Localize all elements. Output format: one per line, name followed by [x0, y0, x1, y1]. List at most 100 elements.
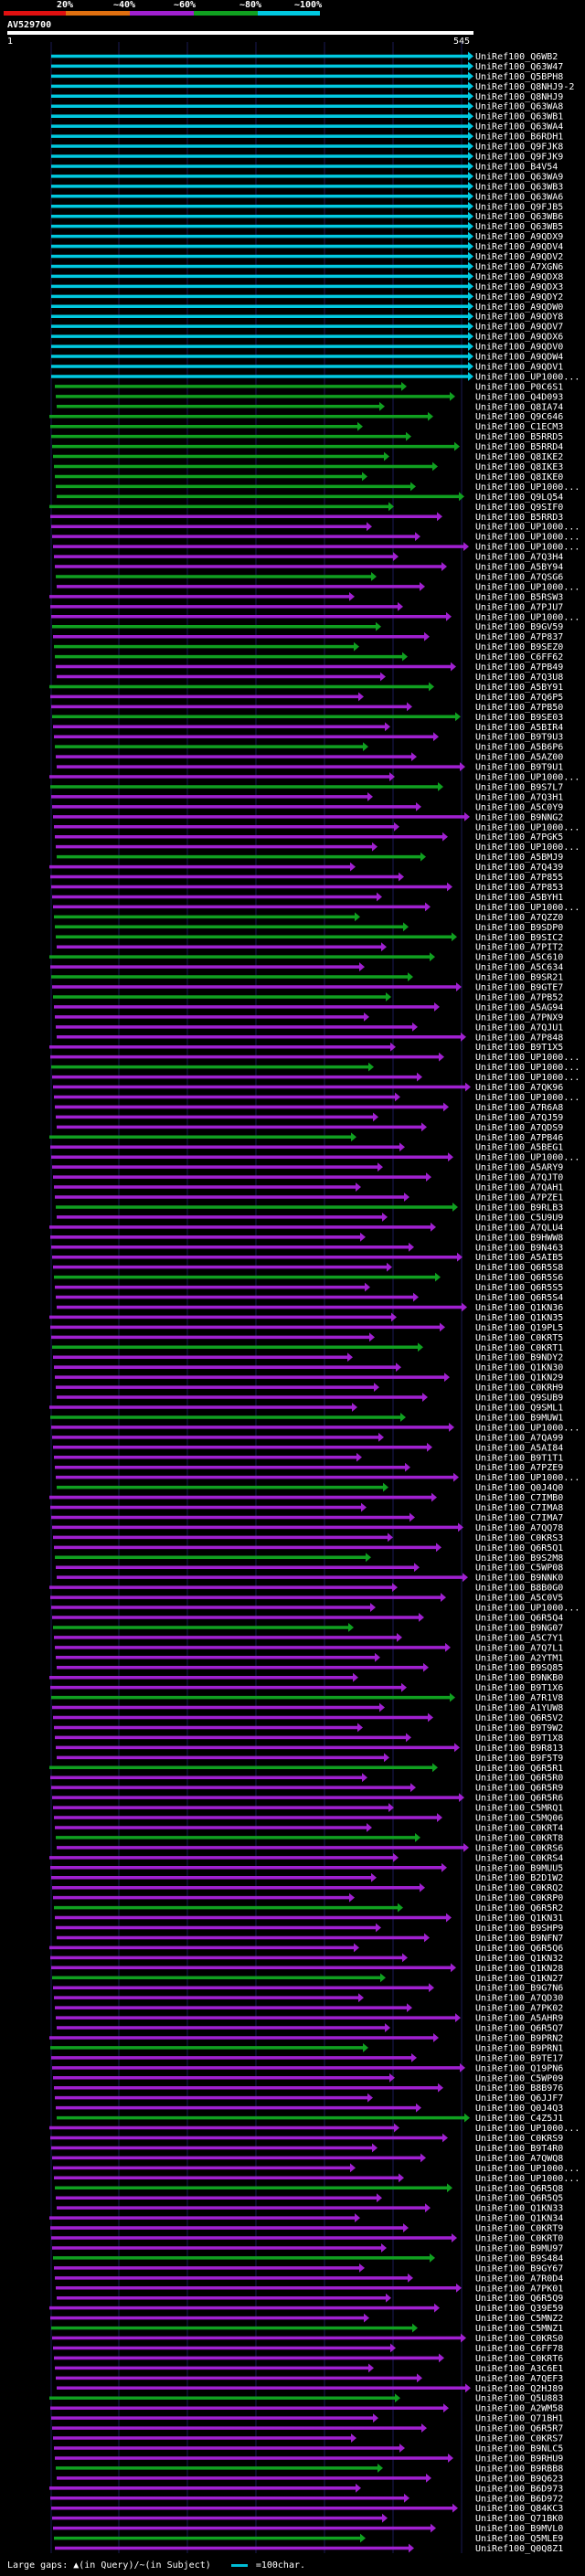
hit-label-link[interactable]: UniRef100_C5WP09 [475, 2073, 563, 2083]
hit-row[interactable]: UniRef100_C1ECM3 [50, 421, 563, 432]
hit-label-link[interactable]: UniRef100_C5U9U9 [475, 1213, 563, 1223]
hit-label-link[interactable]: UniRef100_A7P855 [475, 873, 563, 883]
hit-label-link[interactable]: UniRef100_A9QDY8 [475, 313, 563, 323]
hit-row[interactable]: UniRef100_A5AG94 [54, 1002, 563, 1012]
hit-row[interactable]: UniRef100_Q1KN31 [55, 1913, 563, 1924]
hit-row[interactable]: UniRef100_B8B976 [54, 2083, 563, 2094]
hit-row[interactable]: UniRef100_Q6R5Q8 [55, 2183, 563, 2194]
hit-label-link[interactable]: UniRef100_Q63WA9 [475, 172, 563, 182]
hit-label-link[interactable]: UniRef100_UP1000... [475, 1423, 580, 1433]
hit-row[interactable]: UniRef100_C0KRQ2 [52, 1882, 563, 1893]
hit-row[interactable]: UniRef100_UP1000... [51, 611, 580, 622]
hit-label-link[interactable]: UniRef100_B9S484 [475, 2253, 563, 2263]
hit-label-link[interactable]: UniRef100_C1ECM3 [475, 422, 563, 432]
hit-row[interactable]: UniRef100_A9QDY8 [51, 312, 563, 323]
hit-label-link[interactable]: UniRef100_A5BIR4 [475, 723, 563, 733]
hit-row[interactable]: UniRef100_A7P837 [53, 631, 563, 642]
hit-label-link[interactable]: UniRef100_B9G7N6 [475, 1984, 563, 1994]
hit-row[interactable]: UniRef100_B9NDY2 [53, 1352, 563, 1363]
hit-row[interactable]: UniRef100_B9SE03 [52, 712, 563, 723]
hit-row[interactable]: UniRef100_A7P848 [57, 1032, 563, 1043]
hit-row[interactable]: UniRef100_B9Q623 [57, 2473, 563, 2484]
hit-row[interactable]: UniRef100_C0KRT1 [52, 1342, 563, 1353]
hit-label-link[interactable]: UniRef100_A7QDS9 [475, 1123, 563, 1133]
hit-label-link[interactable]: UniRef100_B9T1X6 [475, 1683, 563, 1693]
hit-row[interactable]: UniRef100_Q4D093 [56, 391, 563, 402]
hit-label-link[interactable]: UniRef100_B2D1W2 [475, 1873, 563, 1883]
hit-label-link[interactable]: UniRef100_UP1000... [475, 482, 580, 493]
hit-label-link[interactable]: UniRef100_C0KRS7 [475, 2434, 563, 2444]
hit-label-link[interactable]: UniRef100_A7QQ78 [475, 1523, 563, 1533]
hit-label-link[interactable]: UniRef100_A5BY91 [475, 683, 563, 693]
hit-row[interactable]: UniRef100_C0KRH9 [56, 1383, 563, 1394]
hit-row[interactable]: UniRef100_Q6R5V2 [53, 1712, 563, 1723]
hit-label-link[interactable]: UniRef100_UP1000... [475, 1153, 580, 1163]
hit-label-link[interactable]: UniRef100_Q6R5V2 [475, 1713, 563, 1723]
hit-label-link[interactable]: UniRef100_Q4D093 [475, 392, 563, 402]
hit-label-link[interactable]: UniRef100_A5C0V5 [475, 1594, 563, 1604]
hit-row[interactable]: UniRef100_Q63WB1 [51, 111, 563, 122]
hit-row[interactable]: UniRef100_A7QJ59 [56, 1112, 563, 1123]
hit-label-link[interactable]: UniRef100_A9QDY2 [475, 292, 563, 302]
hit-label-link[interactable]: UniRef100_UP1000... [475, 773, 580, 783]
hit-label-link[interactable]: UniRef100_B9T9U1 [475, 763, 563, 773]
hit-label-link[interactable]: UniRef100_Q6WB2 [475, 52, 558, 62]
hit-label-link[interactable]: UniRef100_UP1000... [475, 2164, 580, 2174]
hit-row[interactable]: UniRef100_Q1KN33 [57, 2203, 563, 2214]
hit-row[interactable]: UniRef100_C5MNZ1 [51, 2323, 563, 2334]
hit-label-link[interactable]: UniRef100_C0KRT8 [475, 1833, 563, 1843]
hit-row[interactable]: UniRef100_B9G7N6 [53, 1983, 563, 1994]
hit-label-link[interactable]: UniRef100_Q6R5S6 [475, 1273, 563, 1283]
hit-label-link[interactable]: UniRef100_Q8IKE0 [475, 472, 563, 482]
hit-label-link[interactable]: UniRef100_B4V54 [475, 162, 558, 172]
hit-row[interactable]: UniRef100_B5RSW3 [49, 591, 563, 602]
hit-row[interactable]: UniRef100_A7XGN6 [51, 261, 563, 272]
hit-label-link[interactable]: UniRef100_A7P853 [475, 883, 563, 893]
hit-row[interactable]: UniRef100_Q9SML1 [49, 1403, 563, 1413]
hit-label-link[interactable]: UniRef100_A9QDX8 [475, 272, 563, 282]
hit-label-link[interactable]: UniRef100_B9MVL0 [475, 2524, 563, 2534]
hit-row[interactable]: UniRef100_A7Q3H4 [54, 552, 563, 563]
hit-label-link[interactable]: UniRef100_A5C0Y9 [475, 802, 563, 812]
hit-label-link[interactable]: UniRef100_Q6R5S4 [475, 1293, 563, 1303]
hit-row[interactable]: UniRef100_Q6R5R9 [51, 1783, 563, 1794]
hit-label-link[interactable]: UniRef100_Q71BK0 [475, 2514, 563, 2524]
hit-row[interactable]: UniRef100_A7PIT2 [57, 942, 563, 953]
hit-row[interactable]: UniRef100_A7QAH1 [54, 1182, 563, 1193]
hit-label-link[interactable]: UniRef100_C0KRS0 [475, 2334, 563, 2344]
hit-label-link[interactable]: UniRef100_Q6R5Q7 [475, 2024, 563, 2034]
hit-label-link[interactable]: UniRef100_Q9SML1 [475, 1403, 563, 1413]
hit-label-link[interactable]: UniRef100_UP1000... [475, 543, 580, 553]
hit-row[interactable]: UniRef100_B9NLC5 [54, 2443, 563, 2454]
hit-label-link[interactable]: UniRef100_A5BYH1 [475, 893, 563, 903]
hit-row[interactable]: UniRef100_C0KRT6 [54, 2353, 563, 2364]
hit-row[interactable]: UniRef100_A7PZE1 [55, 1193, 563, 1203]
hit-row[interactable]: UniRef100_A7R6A8 [55, 1102, 563, 1113]
hit-row[interactable]: UniRef100_Q8IKE3 [54, 461, 563, 472]
hit-label-link[interactable]: UniRef100_Q5U883 [475, 2394, 563, 2404]
hit-row[interactable]: UniRef100_A7PB52 [53, 992, 563, 1002]
hit-row[interactable]: UniRef100_B9MUU5 [50, 1862, 563, 1873]
hit-label-link[interactable]: UniRef100_Q63W47 [475, 62, 563, 72]
hit-row[interactable]: UniRef100_B9SQ85 [57, 1662, 563, 1673]
hit-label-link[interactable]: UniRef100_B9MU97 [475, 2243, 563, 2253]
hit-row[interactable]: UniRef100_A5BYH1 [52, 892, 563, 903]
hit-label-link[interactable]: UniRef100_B9N463 [475, 1243, 563, 1253]
hit-row[interactable]: UniRef100_B9MU97 [52, 2243, 563, 2253]
hit-row[interactable]: UniRef100_A5BEG1 [50, 1142, 563, 1153]
hit-label-link[interactable]: UniRef100_A7Q7L1 [475, 1643, 563, 1653]
hit-label-link[interactable]: UniRef100_B9SEZ0 [475, 642, 563, 652]
hit-row[interactable]: UniRef100_B9T1X5 [49, 1042, 563, 1053]
hit-label-link[interactable]: UniRef100_A9QDV4 [475, 242, 563, 252]
hit-row[interactable]: UniRef100_Q6R5R7 [52, 2423, 563, 2434]
hit-label-link[interactable]: UniRef100_B9NDY2 [475, 1353, 563, 1363]
hit-row[interactable]: UniRef100_B8B0G0 [49, 1583, 563, 1594]
hit-row[interactable]: UniRef100_Q6R5R1 [49, 1763, 563, 1774]
hit-row[interactable]: UniRef100_C5U9U9 [57, 1212, 563, 1223]
hit-label-link[interactable]: UniRef100_A7QJU1 [475, 1023, 563, 1033]
hit-label-link[interactable]: UniRef100_C0KRT1 [475, 1343, 563, 1353]
hit-label-link[interactable]: UniRef100_Q6R5R9 [475, 1784, 563, 1794]
hit-label-link[interactable]: UniRef100_Q6R5Q8 [475, 2184, 563, 2194]
hit-label-link[interactable]: UniRef100_Q19PL5 [475, 1323, 563, 1333]
hit-row[interactable]: UniRef100_Q63WA8 [51, 101, 563, 112]
